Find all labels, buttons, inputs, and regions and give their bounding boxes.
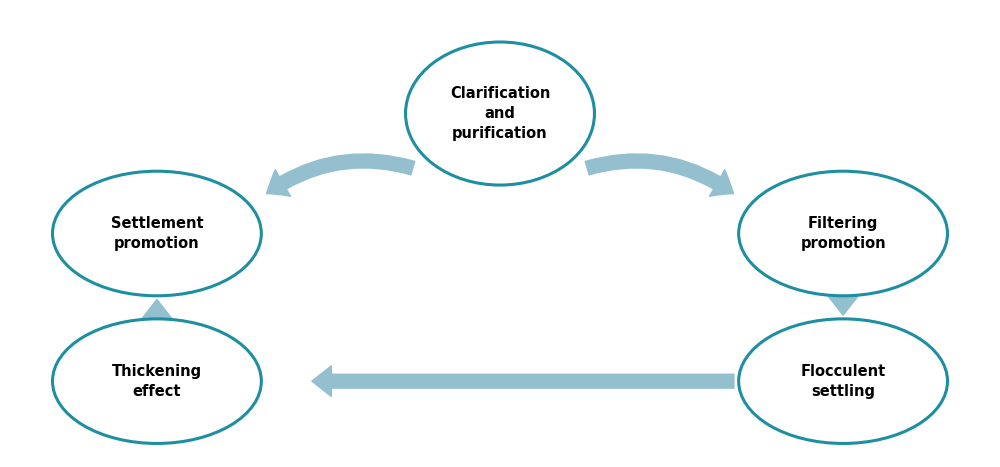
Ellipse shape [406, 42, 594, 185]
FancyArrowPatch shape [312, 366, 734, 396]
FancyArrowPatch shape [585, 154, 733, 196]
Text: Thickening
effect: Thickening effect [112, 364, 202, 398]
Text: Clarification
and
purification: Clarification and purification [450, 86, 550, 141]
Ellipse shape [739, 319, 948, 444]
Ellipse shape [52, 171, 261, 296]
FancyArrowPatch shape [828, 296, 858, 315]
FancyArrowPatch shape [267, 154, 415, 196]
Text: Settlement
promotion: Settlement promotion [111, 216, 203, 251]
Ellipse shape [739, 171, 948, 296]
Ellipse shape [52, 319, 261, 444]
Text: Flocculent
settling: Flocculent settling [800, 364, 886, 398]
FancyArrowPatch shape [142, 299, 172, 319]
Text: Filtering
promotion: Filtering promotion [800, 216, 886, 251]
